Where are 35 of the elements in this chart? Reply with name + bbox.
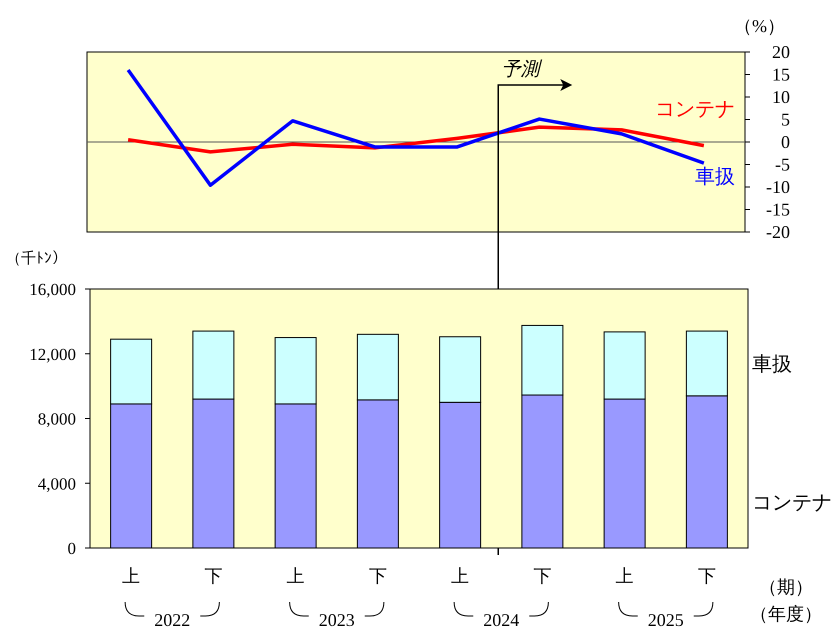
y-tick-label: 15 [772, 64, 790, 84]
x-tick-label: 上 [616, 566, 634, 586]
series-label: 車扱 [752, 351, 792, 376]
y-tick-label: 12,000 [29, 344, 76, 364]
y-axis-title: （千ﾄﾝ） [6, 250, 67, 267]
text: 2024 [483, 610, 520, 628]
y-tick-label: 0 [68, 539, 76, 558]
x-tick-label: 下 [204, 566, 222, 586]
y-tick-label: 20 [772, 42, 790, 62]
x-axis-title: （期） [759, 577, 813, 597]
x-tick-label: 下 [533, 566, 552, 586]
series-label: 車扱 [695, 164, 735, 188]
x-tick-label: 上 [451, 566, 470, 586]
text: 2023 [318, 610, 355, 628]
text: 2025 [648, 610, 684, 628]
y-tick-label: 16,000 [29, 280, 76, 299]
series-label: コンテナ [655, 96, 735, 121]
y-tick-label: 8,000 [38, 410, 76, 428]
text: （年度） [750, 604, 822, 624]
y-tick-label: 4,000 [38, 474, 76, 494]
x-tick-label: 上 [286, 566, 305, 586]
y-tick-label: -10 [766, 177, 790, 197]
annotation: 予測 [501, 59, 542, 80]
y-tick-label: -5 [775, 154, 790, 174]
text: 2022 [154, 610, 190, 628]
series-label: コンテナ [752, 490, 832, 514]
y-tick-label: -15 [766, 200, 790, 220]
x-tick-label: 上 [122, 566, 140, 586]
y-tick-label: -20 [766, 222, 790, 242]
x-tick-label: 下 [698, 566, 716, 586]
y-tick-label: 10 [772, 87, 790, 107]
x-tick-label: 下 [368, 566, 387, 586]
y-tick-label: 0 [781, 132, 790, 152]
y-axis-title: （%） [734, 16, 785, 36]
y-tick-label: 5 [781, 110, 790, 130]
